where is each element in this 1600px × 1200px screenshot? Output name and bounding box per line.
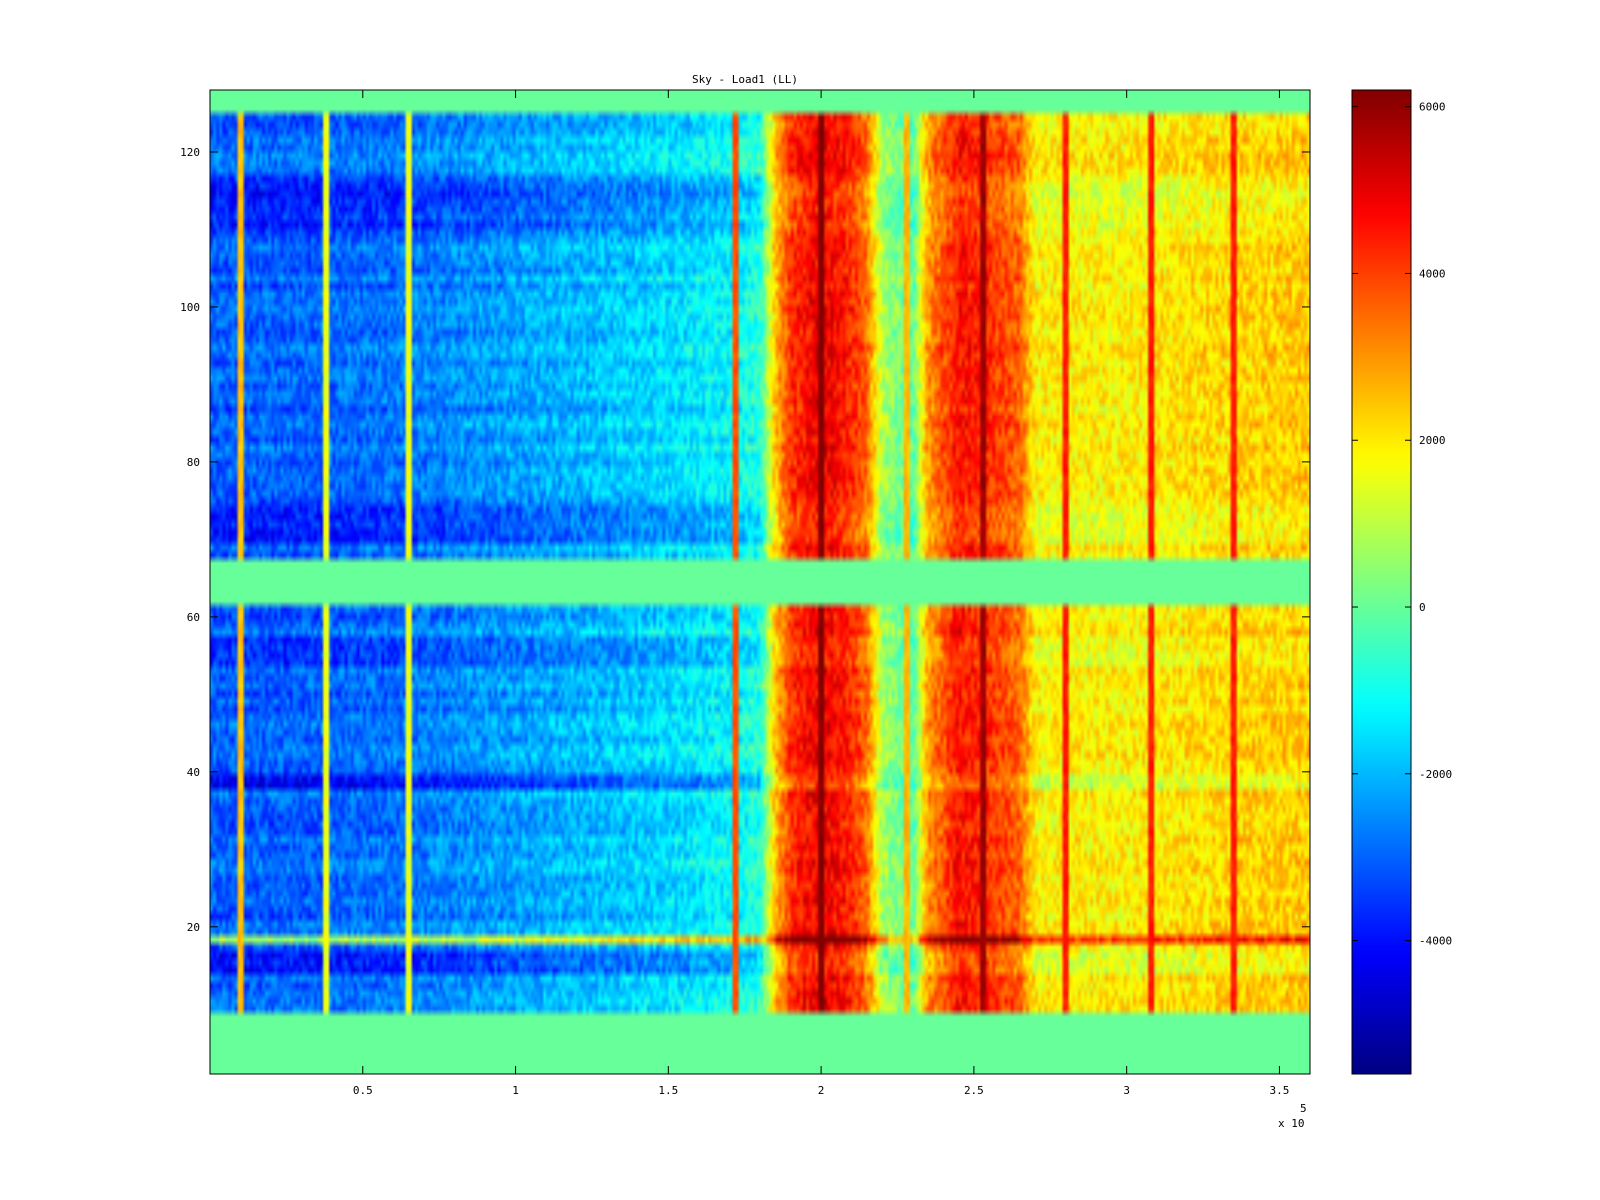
colorbar-tick-label: 4000 (1419, 267, 1446, 280)
x-exponent: x 10 5 (1278, 1102, 1307, 1130)
colorbar-tick-label: 6000 (1419, 101, 1446, 114)
colorbar-tick-label: -2000 (1419, 768, 1452, 781)
x-axis-ticks: 0.5 1 1.5 2 2.5 3 3.5 (353, 90, 1290, 1097)
x-exponent-base: x 10 (1278, 1117, 1305, 1130)
colorbar-ticks: -4000 -2000 0 2000 4000 6000 (1352, 101, 1452, 948)
x-tick-label: 2 (818, 1084, 825, 1097)
colorbar-image (1352, 90, 1411, 1074)
y-tick-label: 40 (187, 766, 200, 779)
colorbar-frame (1351, 89, 1412, 1075)
chart-title: Sky - Load1 (LL) (692, 73, 798, 86)
y-tick-label: 100 (180, 301, 200, 314)
x-tick-label: 1 (512, 1084, 519, 1097)
y-tick-label: 120 (180, 146, 200, 159)
y-tick-label: 60 (187, 611, 200, 624)
x-tick-label: 0.5 (353, 1084, 373, 1097)
x-exponent-power: 5 (1300, 1102, 1307, 1115)
colorbar-tick-label: 2000 (1419, 434, 1446, 447)
x-tick-label: 1.5 (658, 1084, 678, 1097)
colorbar-tick-label: 0 (1419, 601, 1426, 614)
colorbar: -4000 -2000 0 2000 4000 6000 (1351, 89, 1452, 1075)
x-tick-label: 2.5 (964, 1084, 984, 1097)
plot-frame (209, 89, 1311, 1075)
x-tick-label: 3 (1123, 1084, 1130, 1097)
y-tick-label: 80 (187, 456, 200, 469)
y-axis-ticks: 20 40 60 80 100 120 (180, 146, 1310, 934)
heatmap-area (209, 89, 1311, 1075)
x-tick-label: 3.5 (1270, 1084, 1290, 1097)
heatmap-image (210, 90, 1310, 1074)
colorbar-tick-label: -4000 (1419, 935, 1452, 948)
y-tick-label: 20 (187, 921, 200, 934)
